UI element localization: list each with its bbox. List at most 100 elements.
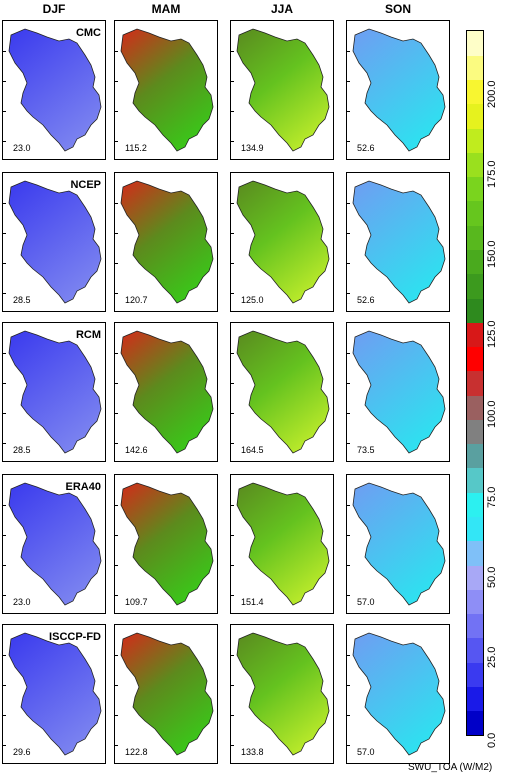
colorbar-segment xyxy=(467,79,483,105)
basin-shape xyxy=(120,632,214,756)
colorbar-title: SWU_TOA (W/M2) xyxy=(408,762,493,773)
colorbar-segment xyxy=(467,322,483,348)
axis-tick xyxy=(231,263,234,264)
colorbar-segment xyxy=(467,176,483,202)
panel-mean-value: 73.5 xyxy=(357,445,375,455)
colorbar-segment xyxy=(467,298,483,323)
axis-tick xyxy=(3,111,6,112)
axis-tick xyxy=(115,443,118,444)
axis-tick xyxy=(3,81,6,82)
basin-shape xyxy=(8,28,102,152)
map-panel-ncep-son: 52.6 xyxy=(346,172,450,312)
basin-shape xyxy=(120,482,214,606)
map-panel-cmc-jja: 134.9 xyxy=(230,20,334,160)
model-label: ISCCP-FD xyxy=(49,631,101,643)
model-label: RCM xyxy=(75,329,101,341)
panel-mean-value: 52.6 xyxy=(357,143,375,153)
panel-mean-value: 125.0 xyxy=(241,295,264,305)
panel-mean-value: 23.0 xyxy=(13,143,31,153)
axis-tick xyxy=(347,111,350,112)
colorbar-segment xyxy=(467,249,483,275)
colorbar-tick-label: 0.0 xyxy=(486,732,498,748)
axis-tick xyxy=(115,413,118,414)
axis-tick xyxy=(3,565,6,566)
colorbar-segment xyxy=(467,273,483,299)
map-panel-cmc-mam: 115.2 xyxy=(114,20,218,160)
map-panel-isccp-fd-jja: 133.8 xyxy=(230,624,334,764)
colorbar-tick-label: 125.0 xyxy=(486,320,498,348)
map-panel-era40-djf: 23.0 ERA40 xyxy=(2,474,106,614)
axis-tick xyxy=(115,141,118,142)
axis-tick xyxy=(347,715,350,716)
basin-map xyxy=(8,180,102,304)
basin-shape xyxy=(236,330,330,454)
axis-tick xyxy=(231,655,234,656)
colorbar-segment xyxy=(467,710,483,736)
axis-tick xyxy=(231,293,234,294)
colorbar-segment xyxy=(467,225,483,250)
axis-tick xyxy=(347,353,350,354)
axis-tick xyxy=(231,51,234,52)
panel-mean-value: 28.5 xyxy=(13,445,31,455)
basin-map xyxy=(236,28,330,152)
axis-tick xyxy=(231,141,234,142)
model-label: NCEP xyxy=(70,179,101,191)
map-panel-isccp-fd-djf: 29.6 ISCCP-FD xyxy=(2,624,106,764)
colorbar-tick-label: 200.0 xyxy=(486,80,498,108)
basin-map xyxy=(236,180,330,304)
basin-map xyxy=(120,180,214,304)
basin-map xyxy=(8,330,102,454)
season-header-jja: JJA xyxy=(270,2,293,16)
colorbar-tick-label: 75.0 xyxy=(486,486,498,508)
axis-tick xyxy=(231,203,234,204)
axis-tick xyxy=(347,685,350,686)
axis-tick xyxy=(347,51,350,52)
axis-tick xyxy=(231,745,234,746)
axis-tick xyxy=(3,715,6,716)
axis-tick xyxy=(347,443,350,444)
panel-mean-value: 133.8 xyxy=(241,747,264,757)
axis-tick xyxy=(115,293,118,294)
axis-tick xyxy=(115,203,118,204)
colorbar-segment xyxy=(467,540,483,566)
axis-tick xyxy=(115,51,118,52)
colorbar-tick-label: 150.0 xyxy=(486,240,498,268)
colorbar xyxy=(466,30,484,736)
axis-tick xyxy=(231,535,234,536)
map-panel-ncep-jja: 125.0 xyxy=(230,172,334,312)
colorbar-segment xyxy=(467,395,483,420)
axis-tick xyxy=(231,443,234,444)
colorbar-segment xyxy=(467,565,483,590)
basin-shape xyxy=(352,330,446,454)
basin-map xyxy=(352,330,446,454)
map-panel-rcm-mam: 142.6 xyxy=(114,322,218,462)
basin-shape xyxy=(352,180,446,304)
map-panel-ncep-mam: 120.7 xyxy=(114,172,218,312)
basin-map xyxy=(236,330,330,454)
axis-tick xyxy=(3,413,6,414)
colorbar-segment xyxy=(467,662,483,687)
colorbar-tick-label: 100.0 xyxy=(486,400,498,428)
axis-tick xyxy=(3,353,6,354)
basin-shape xyxy=(236,632,330,756)
basin-map xyxy=(236,632,330,756)
colorbar-segment xyxy=(467,613,483,639)
axis-tick xyxy=(347,383,350,384)
axis-tick xyxy=(347,565,350,566)
axis-tick xyxy=(3,383,6,384)
axis-tick xyxy=(347,263,350,264)
colorbar-segment xyxy=(467,152,483,178)
season-header-mam: MAM xyxy=(151,2,181,16)
axis-tick xyxy=(115,595,118,596)
axis-tick xyxy=(3,535,6,536)
model-label: CMC xyxy=(75,27,101,39)
basin-map xyxy=(352,482,446,606)
colorbar-segment xyxy=(467,467,483,493)
colorbar-segment xyxy=(467,346,483,372)
panel-mean-value: 109.7 xyxy=(125,597,148,607)
axis-tick xyxy=(347,203,350,204)
basin-shape xyxy=(236,180,330,304)
panel-mean-value: 29.6 xyxy=(13,747,31,757)
axis-tick xyxy=(231,111,234,112)
panel-mean-value: 164.5 xyxy=(241,445,264,455)
